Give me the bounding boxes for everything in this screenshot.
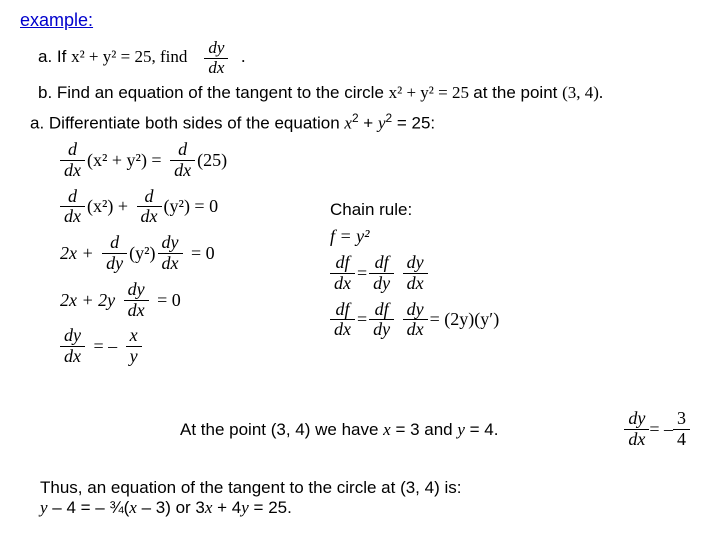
d: d (60, 187, 85, 208)
chain-rule-eq1: dfdx = dfdy dydx (330, 253, 501, 294)
dx: dx (330, 320, 355, 340)
dx: dx (60, 347, 85, 367)
d: d (170, 140, 195, 161)
chain-f-def: f = y² (330, 226, 501, 247)
eq4-post: = 0 (157, 290, 181, 311)
eq3-mid: (y²) (129, 243, 155, 264)
dy: dy (158, 233, 183, 254)
dx: dx (124, 301, 149, 321)
chain-result: = (2y)(y′) (430, 309, 500, 330)
dy: dy (124, 280, 149, 301)
pt-after: = 4. (465, 420, 499, 439)
y-var: y (457, 420, 465, 439)
df: df (369, 300, 394, 321)
frac-den: dx (204, 59, 228, 78)
example-label: example: (20, 10, 700, 31)
dx: dx (330, 274, 355, 294)
x: x (126, 326, 142, 347)
dx: dx (137, 207, 162, 227)
three: 3 (673, 409, 690, 430)
chain-rule-title: Chain rule: (330, 200, 501, 220)
eq: = (357, 263, 367, 284)
dy: dy (60, 326, 85, 347)
eq4-pre: 2x + 2y (60, 290, 115, 311)
step-a-text: a. Differentiate both sides of the equat… (30, 114, 344, 133)
dy: dy (369, 274, 394, 294)
result-eq: = – (649, 419, 673, 440)
d: d (137, 187, 162, 208)
eq3-pre: 2x + (60, 243, 94, 264)
problem-a-suffix: . (241, 47, 245, 66)
frac-num: dy (204, 39, 228, 59)
y-var: y (378, 114, 386, 133)
df: df (330, 300, 355, 321)
dy: dy (403, 253, 428, 274)
pt-before: At the point (3, 4) we have (180, 420, 383, 439)
dx: dx (170, 161, 195, 181)
eq3-post: = 0 (191, 243, 215, 264)
f2b: – 3) or 3 (137, 498, 205, 517)
dx: dx (60, 207, 85, 227)
y: y (126, 347, 142, 367)
dx: dx (158, 254, 183, 274)
f2c: + 4 (212, 498, 241, 517)
eq25: = 25: (392, 114, 435, 133)
y-var: y (241, 498, 249, 517)
eq5-eq: = – (94, 336, 118, 357)
dx: dx (60, 161, 85, 181)
problem-a-eq: x² + y² = 25, find (71, 47, 187, 66)
df: df (330, 253, 355, 274)
chain-rule-eq2: dfdx = dfdy dydx = (2y)(y′) (330, 300, 501, 341)
eq1-right: (25) (197, 150, 227, 171)
plus: + (359, 114, 378, 133)
x-var: x (383, 420, 391, 439)
pt-mid: = 3 and (391, 420, 458, 439)
dx: dx (624, 430, 649, 450)
problem-b: b. Find an equation of the tangent to th… (38, 83, 700, 103)
df: df (369, 253, 394, 274)
y-var: y (40, 498, 48, 517)
eq2-2: (y²) = 0 (164, 196, 219, 217)
conclusion-line2: y – 4 = – ¾(x – 3) or 3x + 4y = 25. (40, 498, 680, 518)
dx: dx (403, 274, 428, 294)
d: d (60, 140, 85, 161)
step-a-intro: a. Differentiate both sides of the equat… (30, 111, 700, 134)
dy: dy (624, 409, 649, 430)
x-var: x (129, 498, 137, 517)
d: d (102, 233, 127, 254)
four: 4 (673, 430, 690, 450)
chain-rule-box: Chain rule: f = y² dfdx = dfdy dydx dfdx… (330, 200, 501, 346)
result-derivative: dydx = – 34 (624, 409, 690, 450)
f2d: = 25. (249, 498, 292, 517)
point-substitution: At the point (3, 4) we have x = 3 and y … (180, 420, 498, 440)
eq-row-1: ddx (x² + y²) = ddx (25) (60, 140, 700, 181)
f2a: – 4 = – ¾( (48, 498, 130, 517)
problem-a: a. If x² + y² = 25, find dy dx . (38, 39, 700, 77)
dy-dx-frac: dy dx (204, 39, 228, 77)
chain-f: f = y² (330, 226, 370, 247)
dx: dx (403, 320, 428, 340)
dy: dy (403, 300, 428, 321)
eq1-left: (x² + y²) = (87, 150, 162, 171)
problem-a-prefix: a. If (38, 47, 71, 66)
conclusion-line1: Thus, an equation of the tangent to the … (40, 478, 680, 498)
dy: dy (102, 254, 127, 274)
dy: dy (369, 320, 394, 340)
conclusion: Thus, an equation of the tangent to the … (40, 478, 680, 518)
x-var: x (344, 114, 352, 133)
eq: = (357, 309, 367, 330)
eq2-1: (x²) + (87, 196, 128, 217)
